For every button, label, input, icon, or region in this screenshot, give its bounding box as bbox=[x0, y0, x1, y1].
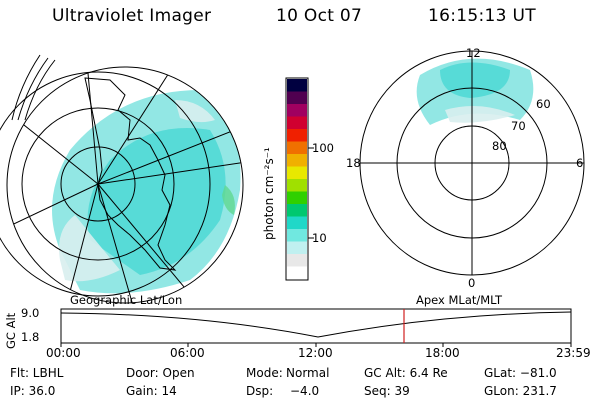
dsp-label: Dsp: bbox=[246, 384, 274, 398]
gain-readout: Gain: 14 bbox=[126, 384, 177, 398]
mlat-80-label: 80 bbox=[492, 139, 507, 153]
colorbar-segment bbox=[287, 79, 307, 92]
colorbar-segment bbox=[287, 266, 307, 280]
colorbar-segment bbox=[287, 91, 307, 105]
colorbar-segment bbox=[287, 116, 307, 130]
mlt-0-label: 0 bbox=[468, 276, 476, 290]
colorbar-segment bbox=[287, 241, 307, 255]
colorbar-segment bbox=[287, 191, 307, 205]
filter-readout: Flt: LBHL bbox=[10, 366, 64, 380]
mode-value: Normal bbox=[286, 366, 330, 380]
colorbar-segment bbox=[287, 154, 307, 167]
mlt-18-label: 18 bbox=[346, 156, 361, 170]
timeline-left-title: Geographic Lat/Lon bbox=[70, 293, 183, 307]
coastline bbox=[84, 77, 177, 271]
timeline-axis-label: GC Alt bbox=[4, 312, 18, 349]
mode-label: Mode: bbox=[246, 366, 283, 380]
ip-readout: IP: 36.0 bbox=[10, 384, 56, 398]
colorbar-segment bbox=[287, 254, 307, 267]
colorbar-tick-10: 10 bbox=[312, 231, 327, 245]
timeline-xtick-0000: 00:00 bbox=[46, 346, 81, 360]
colorbar-segment bbox=[287, 141, 307, 155]
colorbar-segment bbox=[287, 166, 307, 180]
seq-readout: Seq: 39 bbox=[364, 384, 410, 398]
geo-emission-region bbox=[52, 90, 241, 294]
colorbar bbox=[285, 77, 314, 281]
timeline-xtick-0600: 06:00 bbox=[170, 346, 205, 360]
geo-grid bbox=[0, 54, 244, 304]
polar-grid bbox=[359, 50, 585, 276]
colorbar-segment bbox=[287, 179, 307, 192]
mlt-12-label: 12 bbox=[466, 46, 481, 60]
timeline-xtick-2359: 23:59 bbox=[556, 346, 591, 360]
instrument-title: Ultraviolet Imager bbox=[52, 6, 212, 26]
timeline-right-title: Apex MLat/MLT bbox=[416, 293, 503, 307]
mlat-60-label: 60 bbox=[536, 97, 551, 111]
polar-emission-region bbox=[416, 58, 534, 125]
image-date: 10 Oct 07 bbox=[276, 6, 363, 26]
colorbar-segment bbox=[287, 129, 307, 142]
timeline-xtick-1200: 12:00 bbox=[298, 346, 333, 360]
colorbar-segment bbox=[287, 229, 307, 242]
colorbar-unit-label: photon cm⁻²s⁻¹ bbox=[262, 147, 276, 240]
mlt-6-label: 6 bbox=[576, 156, 584, 170]
door-readout: Door: Open bbox=[126, 366, 195, 380]
colorbar-segment bbox=[287, 216, 307, 230]
colorbar-tick-100: 100 bbox=[312, 141, 334, 155]
image-time: 16:15:13 UT bbox=[428, 6, 536, 26]
colorbar-segment bbox=[287, 204, 307, 217]
timeline-ytick-9: 9.0 bbox=[21, 306, 40, 320]
colorbar-segment bbox=[287, 104, 307, 117]
dsp-value: −4.0 bbox=[290, 384, 320, 398]
glon-readout: GLon: 231.7 bbox=[484, 384, 557, 398]
timeline-ytick-1-8: 1.8 bbox=[21, 330, 40, 344]
glat-readout: GLat: −81.0 bbox=[484, 366, 557, 380]
gc-alt-readout: GC Alt: 6.4 Re bbox=[364, 366, 448, 380]
mlat-70-label: 70 bbox=[511, 119, 526, 133]
timeline-xtick-1800: 18:00 bbox=[425, 346, 460, 360]
